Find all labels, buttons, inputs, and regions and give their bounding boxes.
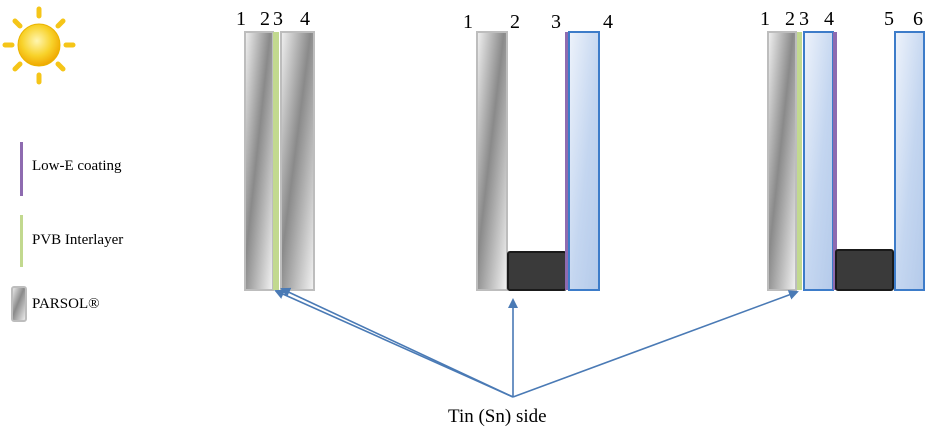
legend-low-e-label: Low-E coating: [32, 158, 122, 174]
tin-side-caption: Tin (Sn) side: [448, 406, 547, 427]
arrow: [280, 287, 514, 398]
legend-parsol-label: PARSOL®: [32, 296, 100, 312]
surface-label: 6: [913, 8, 923, 30]
pvb-swatch-icon: [20, 215, 23, 267]
surface-labels-config-1: 1 2 3 4: [236, 8, 310, 30]
parsol-pane: [280, 31, 315, 291]
low-e-coating: [565, 32, 569, 290]
surface-label: 4: [603, 11, 613, 33]
clear-glass-pane: [568, 31, 600, 291]
low-e-coating: [833, 32, 837, 290]
pvb-interlayer: [273, 32, 279, 290]
spacer-bar: [835, 249, 894, 291]
parsol-pane: [767, 31, 797, 291]
surface-label: 3: [273, 8, 283, 30]
tin-side-arrows: [274, 287, 799, 398]
pvb-interlayer: [797, 32, 802, 290]
surface-label: 1: [760, 8, 770, 30]
surface-label: 1: [463, 11, 473, 33]
parsol-pane: [244, 31, 274, 291]
surface-label: 2: [260, 8, 270, 30]
surface-labels-config-3: 1 2 3 4 5 6: [760, 8, 923, 30]
clear-glass-pane: [803, 31, 834, 291]
surface-label: 1: [236, 8, 246, 30]
surface-label: 2: [510, 11, 520, 33]
surface-label: 4: [824, 8, 834, 30]
surface-label: 5: [884, 8, 894, 30]
surface-label: 2: [785, 8, 795, 30]
sun-icon: [2, 6, 76, 85]
surface-label: 3: [551, 11, 561, 33]
config-laminated: [244, 31, 315, 291]
arrow: [512, 290, 799, 398]
surface-labels-config-2: 1 2 3 4: [463, 11, 613, 33]
surface-label: 4: [300, 8, 310, 30]
config-double-glazing: [476, 31, 600, 291]
parsol-swatch-icon: [11, 286, 27, 322]
low-e-swatch-icon: [20, 142, 23, 196]
config-laminated-double-glazing: [767, 31, 925, 291]
legend-pvb-label: PVB Interlayer: [32, 232, 124, 248]
clear-glass-pane: [894, 31, 925, 291]
parsol-pane: [476, 31, 508, 291]
surface-label: 3: [799, 8, 809, 30]
spacer-bar: [507, 251, 567, 291]
